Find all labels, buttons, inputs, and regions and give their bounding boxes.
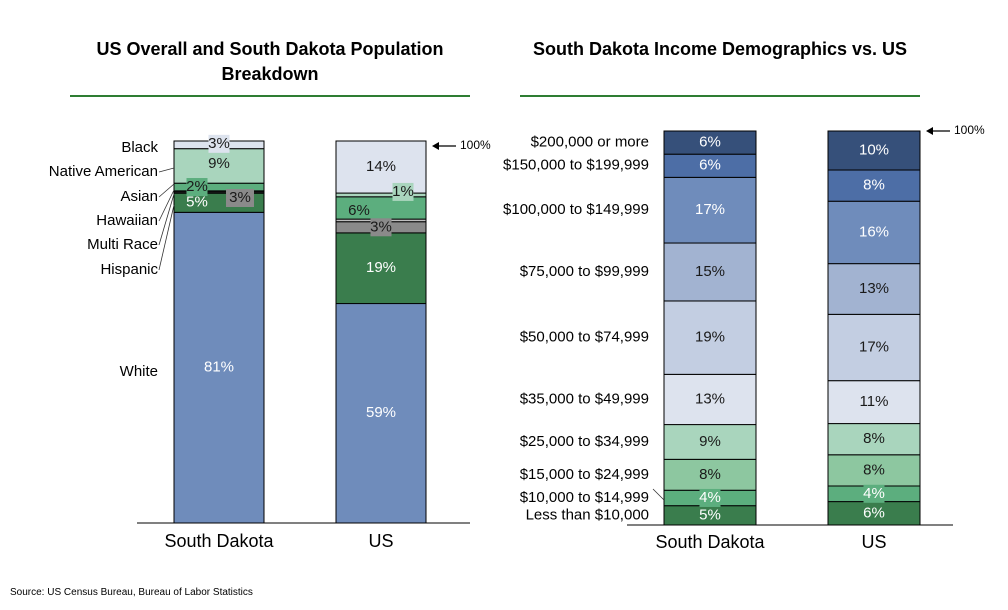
income-label-bg-us-10-000-to-14-999 [863,484,885,503]
population-label-us-black: 14% [366,158,396,175]
income-legend-100-000-to-149-999: $100,000 to $149,999 [503,201,649,218]
population-leader-hispanic [158,204,175,271]
income-label-south-dakota-10-000-to-14-999: 4% [699,489,721,506]
income-label-south-dakota-100-000-to-149-999: 17% [695,201,725,218]
income-label-us-150-000-to-199-999: 8% [863,177,885,194]
population-category-us: US [368,531,393,551]
income-bar-us-200-000-or-more [827,130,921,171]
income-label-south-dakota-25-000-to-34-999: 9% [699,433,721,450]
income-bar-us-35-000-to-49-999 [827,380,921,425]
income-leader-10000-14999 [652,488,665,501]
income-bar-us-75-000-to-99-999 [827,263,921,315]
population-label-south-dakota-black: 3% [208,135,230,152]
income-label-south-dakota-50-000-to-74-999: 19% [695,329,725,346]
income-legend-75-000-to-99-999: $75,000 to $99,999 [520,263,649,280]
population-legend-native-american: Native American [49,163,158,180]
source-note: Source: US Census Bureau, Bureau of Labo… [10,587,253,598]
population-label-bg-us-native-american [392,182,414,201]
population-label-us-asian: 6% [348,202,370,219]
population-extra-label-bg-0 [226,189,254,207]
income-bar-us-15-000-to-24-999 [827,454,921,487]
income-legend-35-000-to-49-999: $35,000 to $49,999 [520,390,649,407]
income-total-label: 100% [954,123,985,137]
income-chart-title: South Dakota Income Demographics vs. US [532,39,908,59]
population-label-bg-south-dakota-asian [186,178,208,197]
population-label-south-dakota-native-american: 9% [208,155,230,172]
income-label-us-10-000-to-14-999: 4% [863,485,885,502]
income-label-south-dakota-35-000-to-49-999: 13% [695,390,725,407]
income-legend-15-000-to-24-999: $15,000 to $24,999 [520,466,649,483]
income-legend-200-000-or-more: $200,000 or more [531,134,649,151]
population-legend-black: Black [121,139,158,156]
income-legend-50-000-to-74-999: $50,000 to $74,999 [520,329,649,346]
income-label-south-dakota-200-000-or-more: 6% [699,134,721,151]
population-leader-asian [158,183,175,198]
population-bar-south-dakota-white [173,211,265,524]
income-bar-south-dakota-50-000-to-74-999 [663,300,757,375]
population-bar-us-white [335,303,427,524]
population-label-south-dakota-hispanic: 5% [186,194,208,211]
population-total-arrow-icon [432,142,439,150]
income-category-south-dakota: South Dakota [655,532,765,552]
income-label-bg-south-dakota-10-000-to-14-999 [699,488,721,507]
population-leader-multi-race [158,193,175,246]
income-bar-south-dakota-35-000-to-49-999 [663,373,757,426]
income-bar-us-150-000-to-199-999 [827,169,921,202]
population-total-label: 100% [460,138,491,152]
population-legend-multi-race: Multi Race [87,236,158,253]
income-label-us-75-000-to-99-999: 13% [859,280,889,297]
income-bar-south-dakota-200-000-or-more [663,130,757,155]
population-legend-asian: Asian [120,188,158,205]
income-label-us-25-000-to-34-999: 8% [863,430,885,447]
population-legend-hispanic: Hispanic [100,261,158,278]
income-category-us: US [861,532,886,552]
income-legend-10-000-to-14-999: $10,000 to $14,999 [520,489,649,506]
income-label-south-dakota-75-000-to-99-999: 15% [695,263,725,280]
income-legend-less-than-10-000: Less than $10,000 [526,506,649,523]
population-leader-hawaiian [158,189,175,222]
population-extra-label-0: 3% [229,189,251,206]
population-chart-title: US Overall and South Dakota Population B… [96,39,444,84]
population-category-south-dakota: South Dakota [164,531,274,551]
population-label-us-native-american: 1% [392,183,414,200]
income-bar-us-50-000-to-74-999 [827,313,921,382]
population-label-south-dakota-asian: 2% [186,178,208,195]
income-label-us-50-000-to-74-999: 17% [859,338,889,355]
income-label-us-15-000-to-24-999: 8% [863,461,885,478]
population-legend-white: White [120,363,158,380]
population-legend-hawaiian: Hawaiian [96,212,158,229]
population-label-us-multi-race: 3% [370,218,392,235]
income-bar-us-25-000-to-34-999 [827,423,921,456]
income-label-us-200-000-or-more: 10% [859,141,889,158]
population-label-us-hispanic: 19% [366,259,396,276]
population-label-south-dakota-white: 81% [204,359,234,376]
income-label-us-100-000-to-149-999: 16% [859,223,889,240]
income-legend-25-000-to-34-999: $25,000 to $34,999 [520,433,649,450]
income-label-south-dakota-150-000-to-199-999: 6% [699,157,721,174]
population-leader-native-american [158,167,175,173]
income-title-rule [520,95,920,97]
population-title-rule [70,95,470,97]
income-label-south-dakota-15-000-to-24-999: 8% [699,466,721,483]
income-label-us-less-than-10-000: 6% [863,504,885,521]
population-label-bg-us-multi-race [370,218,392,237]
income-total-arrow-icon [926,127,933,135]
population-label-bg-south-dakota-black [208,134,230,153]
income-legend-150-000-to-199-999: $150,000 to $199,999 [503,157,649,174]
income-label-us-35-000-to-49-999: 11% [860,393,889,410]
population-label-us-white: 59% [366,404,396,421]
income-label-south-dakota-less-than-10-000: 5% [699,506,721,523]
